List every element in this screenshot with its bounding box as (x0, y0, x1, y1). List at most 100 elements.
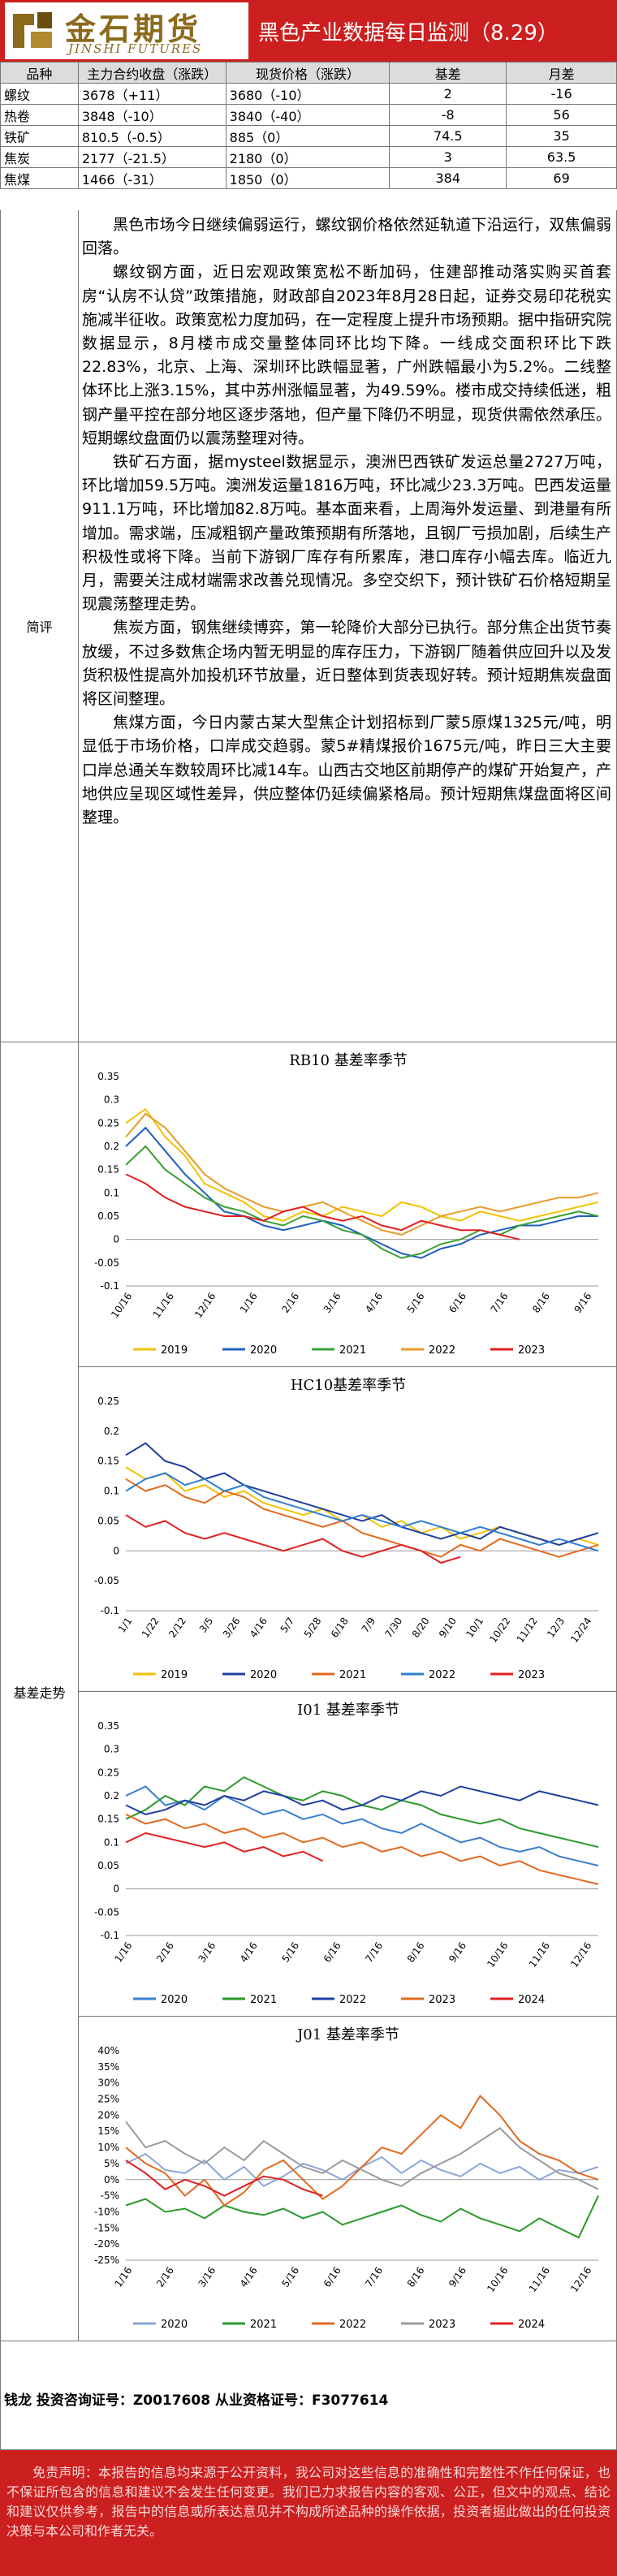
x-tick-label: 4/16 (238, 2265, 260, 2289)
x-tick-label: 2/16 (154, 2265, 176, 2289)
series-line-2024 (125, 1832, 323, 1862)
y-tick-label: -0.1 (101, 1930, 119, 1941)
series-line-2023 (125, 1813, 599, 1885)
table-cell-basis: 384 (389, 167, 507, 189)
legend-label: 2023 (429, 1994, 455, 2006)
chart-panel-hc10: HC10基差率季节 0.25 0.2 0.15 0.1 0.05 0 -0.05 -0.1 1/1… (79, 1367, 617, 1692)
y-tick-label: 0.1 (104, 1836, 119, 1848)
commentary-text: 黑色市场今日继续偏弱运行，螺纹钢价格依然延轨道下沿运行，双焦偏弱回落。 螺纹钢方… (82, 214, 611, 830)
table-header-row: 品种 主力合约收盘（涨跌） 现货价格（涨跌） 基差 月差 (0, 62, 617, 84)
x-tick-label: 11/16 (527, 2265, 552, 2294)
legend-label: 2022 (339, 2319, 366, 2331)
x-tick-label: 8/16 (530, 1291, 552, 1315)
x-tick-label: 3/16 (196, 1940, 218, 1965)
table-cell-basis: -8 (389, 104, 507, 126)
legend-label: 2021 (250, 2319, 277, 2331)
legend-label: 2020 (250, 1344, 277, 1357)
legend-label: 2024 (518, 2319, 545, 2331)
y-tick-label: 30% (97, 2078, 119, 2089)
legend-label: 2022 (429, 1669, 455, 1681)
y-tick-label: 0.35 (97, 1071, 119, 1082)
legend-label: 2020 (161, 1994, 188, 2006)
analyst-license-section: 钱龙 投资咨询证号：Z0017608 从业资格证号：F3077614 (0, 2341, 617, 2450)
summary-table: 品种 主力合约收盘（涨跌） 现货价格（涨跌） 基差 月差 螺纹 3678（+11… (0, 62, 617, 189)
x-tick-label: 12/16 (192, 1291, 218, 1320)
series-line-2021 (125, 2195, 599, 2239)
table-row: 焦炭 2177（-21.5） 2180（0） 3 63.5 (0, 146, 617, 168)
x-tick-label: 10/16 (485, 2265, 510, 2294)
y-tick-label: -15% (94, 2222, 119, 2233)
chart-panel-rb10: RB10 基差率季节 0.35 0.3 0.25 0.2 0.15 0.1 0.05 0 -0.0… (79, 1042, 617, 1367)
x-tick-label: 10/16 (109, 1291, 134, 1320)
x-tick-label: 3/5 (197, 1616, 216, 1635)
logo-mark-icon (10, 7, 55, 54)
table-row: 铁矿 810.5（-0.5） 885（0） 74.5 35 (0, 125, 617, 147)
table-header-cell: 现货价格（涨跌） (225, 62, 390, 84)
y-tick-label: 40% (97, 2045, 119, 2056)
series-line-2023 (125, 1173, 520, 1241)
commentary-paragraph: 焦煤方面，今日内蒙古某大型焦企计划招标到厂蒙5原煤1325元/吨，明显低于市场价… (82, 714, 611, 827)
y-tick-label: 0.05 (97, 1860, 119, 1871)
basis-label: 基差走势 (1, 1042, 79, 2341)
series-line-2019 (125, 1107, 599, 1222)
x-tick-label: 5/7 (278, 1616, 297, 1635)
y-tick-label: 0.15 (97, 1814, 119, 1825)
y-tick-label: 20% (97, 2109, 119, 2121)
legend-label: 2019 (161, 1344, 188, 1357)
x-tick-label: 4/16 (363, 1291, 385, 1315)
commentary-paragraph: 铁矿石方面，据mysteel数据显示，澳洲巴西铁矿发运总量2727万吨，环比增加… (82, 453, 611, 614)
y-tick-label: 0.3 (104, 1744, 119, 1755)
y-tick-label: 0.05 (97, 1210, 119, 1222)
y-tick-label: -10% (94, 2206, 119, 2217)
series-line-2023 (125, 2121, 599, 2190)
series-line-2020 (125, 1785, 599, 1866)
y-tick-label: 5% (104, 2158, 119, 2169)
y-tick-label: 0.25 (97, 1396, 119, 1407)
y-tick-label: 0 (113, 1883, 119, 1895)
table-row: 热卷 3848（-10） 3840（-40） -8 56 (0, 104, 617, 126)
y-tick-label: 0.15 (97, 1456, 119, 1467)
legend-label: 2019 (161, 1669, 188, 1681)
table-cell-basis: 74.5 (389, 125, 507, 147)
table-header-cell: 品种 (0, 62, 79, 84)
x-tick-label: 5/16 (279, 2265, 301, 2289)
logo-english-text: JINSHI FUTURES (68, 41, 203, 56)
y-tick-label: 0.35 (97, 1720, 119, 1732)
y-tick-label: 0.1 (104, 1187, 119, 1198)
series-line-2021 (125, 1145, 599, 1259)
y-tick-label: 0.2 (104, 1790, 119, 1801)
x-tick-label: 9/16 (447, 1940, 468, 1965)
x-tick-label: 7/9 (360, 1616, 378, 1635)
x-tick-label: 6/16 (447, 1291, 468, 1315)
x-tick-label: 9/16 (447, 2265, 468, 2289)
report-title: 黑色产业数据每日监测（8.29） (258, 21, 559, 45)
x-tick-label: 3/26 (221, 1616, 243, 1640)
y-tick-label: -0.05 (94, 1575, 119, 1586)
y-tick-label: 25% (97, 2094, 119, 2105)
x-tick-label: 10/1 (464, 1616, 485, 1640)
x-tick-label: 2/16 (279, 1291, 301, 1315)
series-line-2022 (125, 2095, 599, 2207)
y-tick-label: -0.1 (101, 1280, 119, 1292)
table-cell-futures: 810.5（-0.5） (77, 125, 227, 147)
series-line-2022 (125, 1785, 599, 1815)
company-logo: 金石期货 JINSHI FUTURES (5, 2, 248, 59)
table-cell-spot: 3680（-10） (225, 83, 390, 105)
legend-label: 2021 (339, 1669, 366, 1681)
x-tick-label: 3/16 (196, 2265, 218, 2289)
table-cell-spot: 885（0） (225, 125, 390, 147)
x-tick-label: 5/16 (279, 1940, 301, 1965)
table-cell-basis: 3 (389, 146, 507, 168)
y-tick-label: 0.2 (104, 1426, 119, 1437)
x-tick-label: 8/16 (405, 2265, 427, 2289)
x-tick-label: 12/16 (568, 2265, 593, 2294)
table-cell-spread: 35 (506, 125, 617, 147)
x-tick-label: 4/16 (248, 1616, 270, 1640)
legend-label: 2023 (518, 1344, 545, 1357)
x-tick-label: 5/28 (302, 1616, 324, 1640)
table-row: 螺纹 3678（+11） 3680（-10） 2 -16 (0, 83, 617, 105)
x-tick-label: 4/16 (238, 1940, 260, 1965)
disclaimer-section: 免责声明：本报告的信息均来源于公开资料，我公司对这些信息的准确性和完整性不作任何… (0, 2450, 617, 2576)
commentary-paragraph: 螺纹钢方面，近日宏观政策宽松不断加码，住建部推动落实购买首套房“认房不认贷”政策… (82, 263, 611, 447)
table-cell-product: 热卷 (0, 104, 79, 126)
